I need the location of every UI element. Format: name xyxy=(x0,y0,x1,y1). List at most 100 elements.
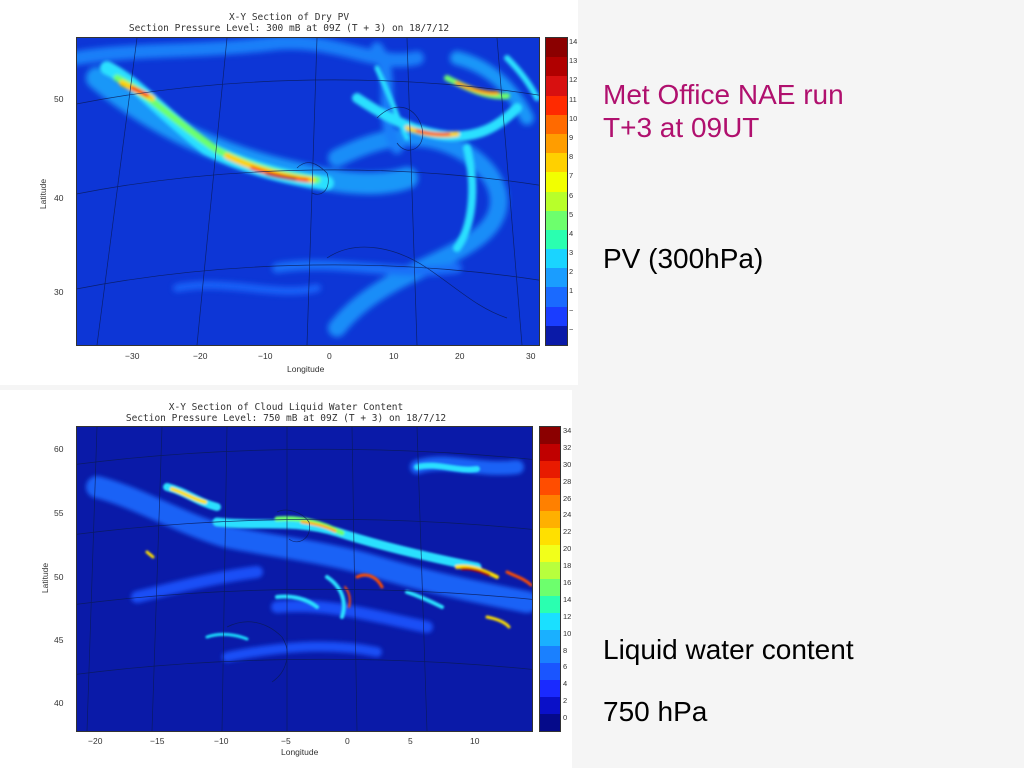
lwc-x-axis-label: Longitude xyxy=(281,747,319,757)
lwc-y-tick: 40 xyxy=(54,698,64,708)
colorbar-label: 24 xyxy=(563,510,572,520)
colorbar-label: 2 xyxy=(569,267,574,277)
lwc-y-tick: 55 xyxy=(54,508,64,518)
pv-x-tick: −20 xyxy=(193,351,208,361)
colorbar-label: 6 xyxy=(563,662,568,672)
pv-field-graphic xyxy=(77,38,539,345)
colorbar-swatch xyxy=(540,595,560,613)
pv-colorbar xyxy=(545,37,568,346)
colorbar-label: 12 xyxy=(569,75,578,85)
colorbar-label: 20 xyxy=(563,544,572,554)
pv-y-axis-label: Latitude xyxy=(38,178,49,210)
lwc-field-graphic xyxy=(77,427,532,731)
colorbar-swatch xyxy=(546,114,567,134)
colorbar-label: 12 xyxy=(563,611,572,621)
colorbar-swatch xyxy=(540,545,560,562)
colorbar-label: 16 xyxy=(563,578,572,587)
pv-x-tick: 0 xyxy=(327,351,332,361)
colorbar-label: 4 xyxy=(569,228,574,238)
lwc-x-tick: −5 xyxy=(281,736,291,746)
colorbar-label: 1 xyxy=(569,286,574,296)
pv-map xyxy=(76,37,540,346)
colorbar-swatch xyxy=(546,249,567,269)
pv-x-tick: 30 xyxy=(526,351,536,361)
colorbar-swatch xyxy=(540,511,560,529)
lwc-x-tick: 0 xyxy=(345,736,350,746)
lwc-plot-subtitle: Section Pressure Level: 750 mB at 09Z (T… xyxy=(125,413,447,424)
colorbar-label: 10 xyxy=(563,628,572,638)
pv-x-tick: −10 xyxy=(258,351,273,361)
lwc-colorbar xyxy=(539,426,561,732)
colorbar-label: 28 xyxy=(563,476,572,486)
lwc-plot-title: X-Y Section of Cloud Liquid Water Conten… xyxy=(168,402,404,413)
colorbar-label: 9 xyxy=(569,132,574,142)
colorbar-label: 18 xyxy=(563,561,572,571)
colorbar-swatch xyxy=(540,427,560,444)
colorbar-swatch xyxy=(540,713,560,731)
colorbar-swatch xyxy=(546,306,567,326)
colorbar-label: 22 xyxy=(563,527,572,537)
colorbar-label: 4 xyxy=(563,679,568,689)
colorbar-label: 14 xyxy=(563,594,572,604)
lwc-y-tick: 45 xyxy=(54,635,64,645)
colorbar-swatch xyxy=(540,680,560,697)
colorbar-swatch xyxy=(540,646,560,664)
colorbar-swatch xyxy=(546,268,567,288)
colorbar-swatch xyxy=(540,443,560,461)
lwc-y-tick: 60 xyxy=(54,444,64,454)
pv-y-tick: 50 xyxy=(54,94,64,104)
colorbar-swatch xyxy=(546,38,567,58)
colorbar-swatch xyxy=(540,494,560,512)
lwc-y-tick: 50 xyxy=(54,572,64,582)
colorbar-swatch xyxy=(546,229,567,250)
colorbar-swatch xyxy=(546,210,567,230)
colorbar-label: 6 xyxy=(569,190,574,200)
colorbar-label: − xyxy=(569,324,574,334)
colorbar-swatch xyxy=(540,528,560,546)
pv-x-tick: 10 xyxy=(389,351,399,361)
lwc-y-axis-label: Latitude xyxy=(40,562,51,594)
colorbar-swatch xyxy=(546,191,567,211)
pv-y-tick: 30 xyxy=(54,287,64,297)
colorbar-label: 7 xyxy=(569,171,574,181)
colorbar-label: 2 xyxy=(563,696,568,706)
lwc-map xyxy=(76,426,533,732)
colorbar-label: 26 xyxy=(563,493,572,503)
colorbar-swatch xyxy=(546,172,567,192)
colorbar-label: − xyxy=(569,305,574,315)
colorbar-swatch xyxy=(546,287,567,307)
colorbar-label: 13 xyxy=(569,56,578,66)
lwc-x-tick: −10 xyxy=(214,736,229,746)
colorbar-label: 0 xyxy=(563,713,568,723)
pv-x-axis-label: Longitude xyxy=(287,364,325,374)
colorbar-label: 11 xyxy=(569,94,577,104)
colorbar-label: 34 xyxy=(563,426,572,435)
colorbar-swatch xyxy=(540,460,560,478)
pv-x-tick: 20 xyxy=(455,351,465,361)
colorbar-swatch xyxy=(540,663,560,681)
colorbar-label: 30 xyxy=(563,459,572,469)
colorbar-swatch xyxy=(546,325,567,345)
colorbar-swatch xyxy=(540,629,560,647)
lwc-caption-line1: Liquid water content xyxy=(603,634,854,665)
colorbar-swatch xyxy=(546,76,567,96)
colorbar-swatch xyxy=(540,612,560,630)
slide-heading: Met Office NAE run T+3 at 09UT xyxy=(603,78,844,144)
colorbar-label: 32 xyxy=(563,442,572,452)
colorbar-swatch xyxy=(546,95,567,115)
pv-x-tick: −30 xyxy=(125,351,140,361)
pv-plot-title: X-Y Section of Dry PV xyxy=(228,12,350,23)
lwc-caption-line2: 750 hPa xyxy=(603,696,708,727)
lwc-x-tick: 10 xyxy=(470,736,480,746)
colorbar-label: 3 xyxy=(569,248,574,258)
colorbar-swatch xyxy=(546,57,567,77)
colorbar-swatch xyxy=(540,578,560,596)
colorbar-label: 14 xyxy=(569,37,578,46)
lwc-plot-panel: X-Y Section of Cloud Liquid Water Conten… xyxy=(0,390,572,768)
lwc-x-tick: −15 xyxy=(150,736,165,746)
colorbar-swatch xyxy=(546,133,567,154)
pv-plot-panel: X-Y Section of Dry PV Section Pressure L… xyxy=(0,0,578,385)
colorbar-swatch xyxy=(540,477,560,495)
colorbar-label: 8 xyxy=(563,645,568,655)
slide-heading-line1: Met Office NAE run xyxy=(603,79,844,110)
